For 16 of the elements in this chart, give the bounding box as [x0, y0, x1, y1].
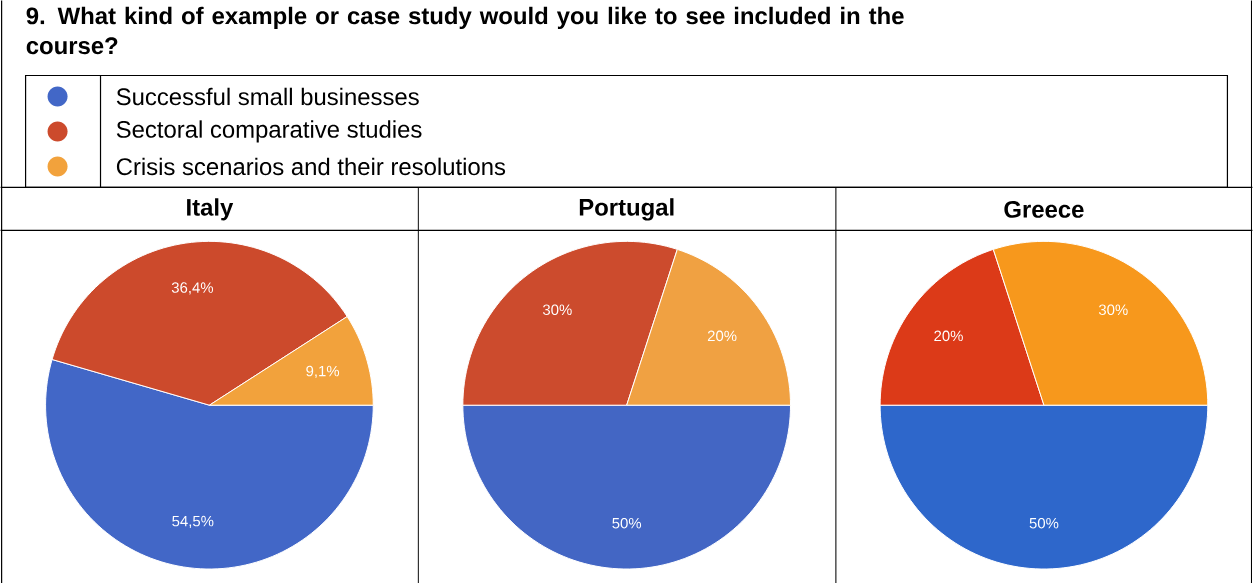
text: 9. What kind of example or case study would you like to see included in the course? — [26, 6, 904, 55]
legend-label: Successful small businesses — [116, 87, 419, 106]
data-label: 20% — [707, 330, 737, 342]
legend-label: Crisis scenarios and their resolutions — [116, 157, 506, 176]
data-label: 30% — [1098, 304, 1128, 316]
legend-label: Sectoral comparative studies — [116, 120, 422, 143]
data-label: 20% — [934, 330, 963, 342]
chart-title: Portugal — [579, 198, 674, 221]
data-label: 50% — [1029, 518, 1059, 529]
data-label: 30% — [542, 304, 572, 316]
data-label: 9,1% — [306, 365, 340, 379]
data-label: 36,4% — [171, 282, 214, 295]
data-label: 50% — [612, 518, 642, 529]
chart-title: Greece — [1004, 201, 1084, 219]
text: Italy — [187, 198, 234, 221]
data-label: 54,5% — [172, 516, 214, 529]
